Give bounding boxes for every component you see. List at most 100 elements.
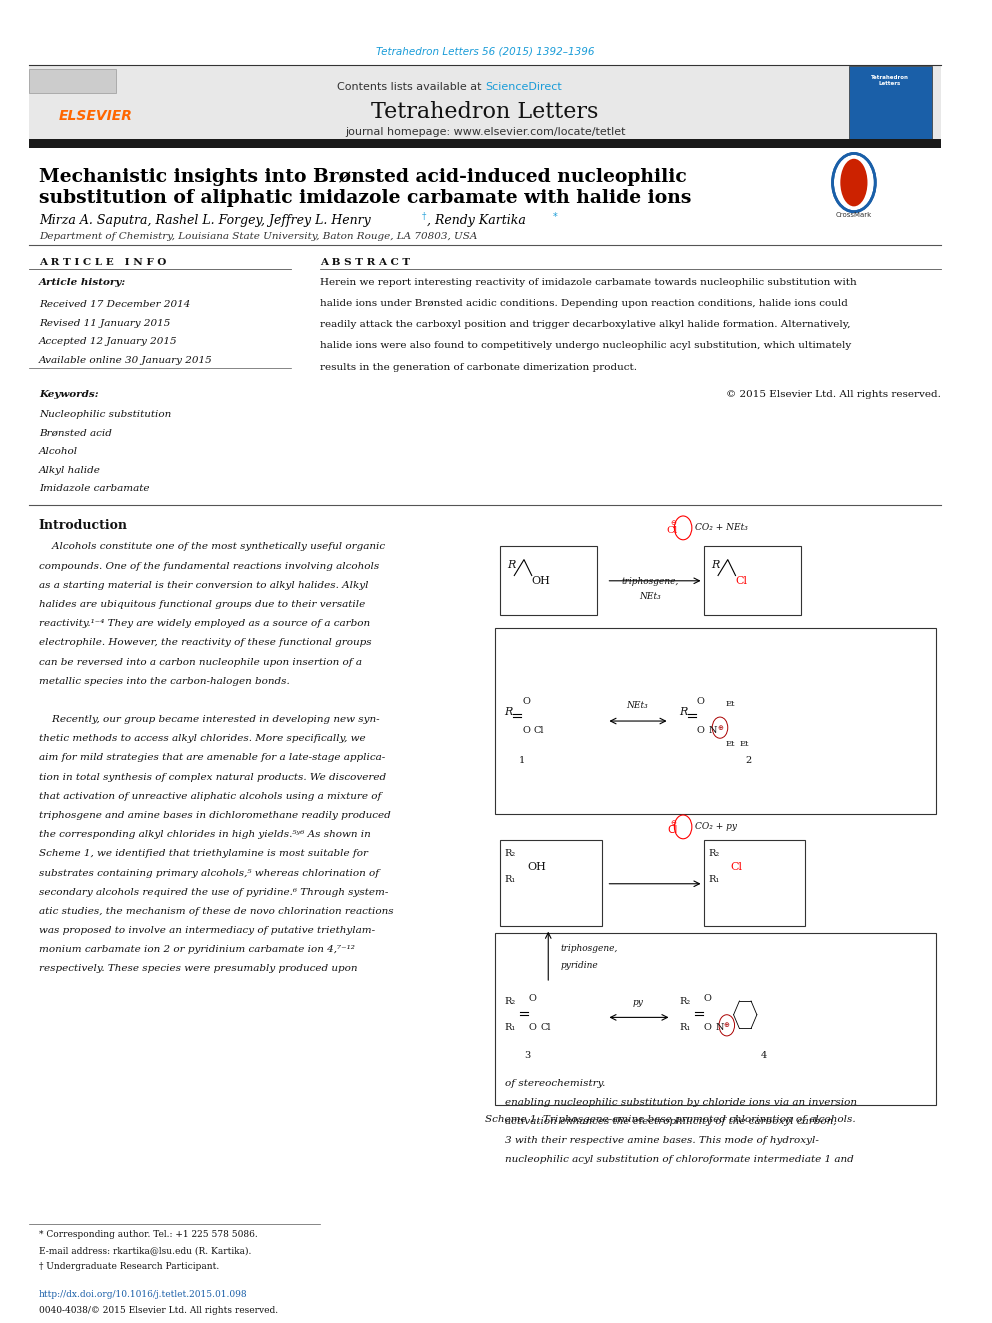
Text: of stereochemistry.: of stereochemistry. bbox=[505, 1078, 605, 1088]
Text: †: † bbox=[423, 212, 427, 221]
Text: triphosgene and amine bases in dichloromethane readily produced: triphosgene and amine bases in dichlorom… bbox=[39, 811, 391, 820]
Text: R₂: R₂ bbox=[505, 998, 516, 1005]
Text: Et: Et bbox=[726, 700, 735, 708]
Text: journal homepage: www.elsevier.com/locate/tetlet: journal homepage: www.elsevier.com/locat… bbox=[345, 127, 625, 138]
Text: 1: 1 bbox=[519, 757, 526, 765]
Text: A R T I C L E   I N F O: A R T I C L E I N F O bbox=[39, 258, 167, 267]
Text: Cl: Cl bbox=[667, 527, 679, 534]
Text: ⊕: ⊕ bbox=[724, 1023, 730, 1028]
Text: Accepted 12 January 2015: Accepted 12 January 2015 bbox=[39, 337, 178, 347]
Text: Mirza A. Saputra, Rashel L. Forgey, Jeffrey L. Henry: Mirza A. Saputra, Rashel L. Forgey, Jeff… bbox=[39, 214, 371, 228]
Text: Alkyl halide: Alkyl halide bbox=[39, 466, 101, 475]
Text: http://dx.doi.org/10.1016/j.tetlet.2015.01.098: http://dx.doi.org/10.1016/j.tetlet.2015.… bbox=[39, 1290, 247, 1299]
Text: Introduction: Introduction bbox=[39, 519, 128, 532]
Text: ScienceDirect: ScienceDirect bbox=[485, 82, 561, 93]
Text: monium carbamate ion 2 or pyridinium carbamate ion 4,⁷⁻¹²: monium carbamate ion 2 or pyridinium car… bbox=[39, 945, 355, 954]
Text: was proposed to involve an intermediacy of putative triethylam-: was proposed to involve an intermediacy … bbox=[39, 926, 375, 935]
Text: ELSEVIER: ELSEVIER bbox=[59, 110, 132, 123]
Text: respectively. These species were presumably produced upon: respectively. These species were presuma… bbox=[39, 964, 357, 974]
Text: Scheme 1, we identified that triethylamine is most suitable for: Scheme 1, we identified that triethylami… bbox=[39, 849, 368, 859]
Text: R₁: R₁ bbox=[680, 1024, 690, 1032]
Text: NEt₃: NEt₃ bbox=[639, 591, 661, 601]
Text: N: N bbox=[708, 726, 717, 734]
Text: 0040-4038/© 2015 Elsevier Ltd. All rights reserved.: 0040-4038/© 2015 Elsevier Ltd. All right… bbox=[39, 1306, 278, 1315]
Text: metallic species into the carbon-halogen bonds.: metallic species into the carbon-halogen… bbox=[39, 676, 290, 685]
Text: Scheme 1. Triphosgene-amine base promoted chlorination of alcohols.: Scheme 1. Triphosgene-amine base promote… bbox=[485, 1115, 856, 1125]
Text: thetic methods to access alkyl chlorides. More specifically, we: thetic methods to access alkyl chlorides… bbox=[39, 734, 365, 744]
Text: N: N bbox=[715, 1024, 723, 1032]
Text: Et: Et bbox=[726, 740, 735, 747]
Text: the corresponding alkyl chlorides in high yields.⁵ʸ⁶ As shown in: the corresponding alkyl chlorides in hig… bbox=[39, 831, 371, 839]
Text: Article history:: Article history: bbox=[39, 278, 126, 287]
Text: Mechanistic insights into Brønsted acid-induced nucleophilic: Mechanistic insights into Brønsted acid-… bbox=[39, 168, 686, 187]
Text: Department of Chemistry, Louisiana State University, Baton Rouge, LA 70803, USA: Department of Chemistry, Louisiana State… bbox=[39, 232, 477, 241]
Bar bbox=[495, 628, 936, 814]
Text: ⊖: ⊖ bbox=[671, 520, 677, 525]
Text: Et: Et bbox=[739, 740, 749, 747]
Text: Tetrahedron
Letters: Tetrahedron Letters bbox=[871, 75, 909, 86]
Text: Recently, our group became interested in developing new syn-: Recently, our group became interested in… bbox=[39, 714, 379, 724]
Text: CO₂ + py: CO₂ + py bbox=[694, 823, 737, 831]
Bar bbox=[29, 69, 116, 93]
Text: † Undergraduate Research Participant.: † Undergraduate Research Participant. bbox=[39, 1262, 219, 1271]
Text: E-mail address: rkartika@lsu.edu (R. Kartika).: E-mail address: rkartika@lsu.edu (R. Kar… bbox=[39, 1246, 251, 1256]
Text: R₂: R₂ bbox=[680, 998, 690, 1005]
Text: substitution of aliphatic imidazole carbamate with halide ions: substitution of aliphatic imidazole carb… bbox=[39, 189, 691, 208]
Text: OH: OH bbox=[532, 576, 551, 586]
Text: Cl: Cl bbox=[735, 576, 748, 586]
Text: as a starting material is their conversion to alkyl halides. Alkyl: as a starting material is their conversi… bbox=[39, 581, 368, 590]
Text: Keywords:: Keywords: bbox=[39, 390, 98, 400]
Text: ⊕: ⊕ bbox=[717, 725, 723, 730]
Text: activation enhances the electrophilicity of the carboxyl carbon,: activation enhances the electrophilicity… bbox=[505, 1117, 836, 1126]
Text: O: O bbox=[703, 1024, 711, 1032]
Text: that activation of unreactive aliphatic alcohols using a mixture of: that activation of unreactive aliphatic … bbox=[39, 791, 381, 800]
Text: halides are ubiquitous functional groups due to their versatile: halides are ubiquitous functional groups… bbox=[39, 599, 365, 609]
Text: R₂: R₂ bbox=[505, 849, 516, 857]
Text: 3: 3 bbox=[524, 1052, 531, 1060]
Text: 3 with their respective amine bases. This mode of hydroxyl-: 3 with their respective amine bases. Thi… bbox=[505, 1136, 818, 1144]
Text: triphosgene,: triphosgene, bbox=[621, 577, 679, 586]
Text: electrophile. However, the reactivity of these functional groups: electrophile. However, the reactivity of… bbox=[39, 638, 371, 647]
Text: *: * bbox=[554, 212, 558, 222]
Text: NEt₃: NEt₃ bbox=[627, 701, 649, 710]
Text: results in the generation of carbonate dimerization product.: results in the generation of carbonate d… bbox=[320, 363, 637, 372]
Text: Revised 11 January 2015: Revised 11 January 2015 bbox=[39, 319, 171, 328]
Bar bbox=[849, 66, 931, 139]
Text: Received 17 December 2014: Received 17 December 2014 bbox=[39, 300, 190, 310]
Text: R₁: R₁ bbox=[505, 876, 516, 884]
Text: Alcohols constitute one of the most synthetically useful organic: Alcohols constitute one of the most synt… bbox=[39, 542, 385, 552]
Text: Cl: Cl bbox=[541, 1024, 551, 1032]
Text: O: O bbox=[522, 726, 530, 734]
Bar bbox=[495, 933, 936, 1105]
Text: Available online 30 January 2015: Available online 30 January 2015 bbox=[39, 356, 212, 365]
Text: © 2015 Elsevier Ltd. All rights reserved.: © 2015 Elsevier Ltd. All rights reserved… bbox=[726, 390, 941, 400]
Text: OH: OH bbox=[527, 861, 546, 872]
Text: atic studies, the mechanism of these de novo chlorination reactions: atic studies, the mechanism of these de … bbox=[39, 908, 394, 916]
Text: R: R bbox=[680, 706, 687, 717]
Text: O: O bbox=[529, 1024, 537, 1032]
Text: compounds. One of the fundamental reactions involving alcohols: compounds. One of the fundamental reacti… bbox=[39, 561, 379, 570]
Text: halide ions were also found to competitively undergo nucleophilic acyl substitut: halide ions were also found to competiti… bbox=[320, 341, 851, 351]
Text: O: O bbox=[529, 995, 537, 1003]
Text: Cl: Cl bbox=[731, 861, 743, 872]
Text: 4: 4 bbox=[761, 1052, 767, 1060]
Text: O: O bbox=[522, 697, 530, 705]
Bar bbox=[703, 840, 806, 926]
Bar bbox=[703, 546, 801, 615]
Text: Imidazole carbamate: Imidazole carbamate bbox=[39, 484, 150, 493]
Text: can be reversed into a carbon nucleophile upon insertion of a: can be reversed into a carbon nucleophil… bbox=[39, 658, 362, 667]
Text: Tetrahedron Letters: Tetrahedron Letters bbox=[371, 101, 599, 123]
Text: ⊖: ⊖ bbox=[671, 820, 677, 826]
Text: R₁: R₁ bbox=[708, 876, 719, 884]
Text: * Corresponding author. Tel.: +1 225 578 5086.: * Corresponding author. Tel.: +1 225 578… bbox=[39, 1230, 258, 1240]
Text: aim for mild strategies that are amenable for a late-stage applica-: aim for mild strategies that are amenabl… bbox=[39, 753, 385, 762]
Text: readily attack the carboxyl position and trigger decarboxylative alkyl halide fo: readily attack the carboxyl position and… bbox=[320, 320, 851, 329]
Bar bbox=[500, 840, 601, 926]
Text: reactivity.¹⁻⁴ They are widely employed as a source of a carbon: reactivity.¹⁻⁴ They are widely employed … bbox=[39, 619, 370, 628]
Text: triphosgene,: triphosgene, bbox=[560, 945, 618, 953]
Text: Nucleophilic substitution: Nucleophilic substitution bbox=[39, 410, 171, 419]
Text: R: R bbox=[505, 706, 513, 717]
Text: R: R bbox=[508, 560, 516, 570]
Text: O: O bbox=[696, 726, 704, 734]
Text: R₁: R₁ bbox=[505, 1024, 516, 1032]
